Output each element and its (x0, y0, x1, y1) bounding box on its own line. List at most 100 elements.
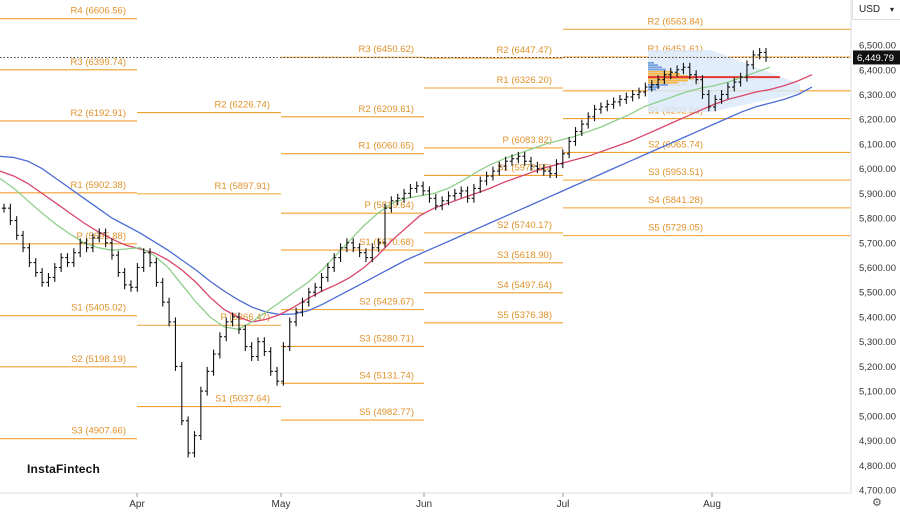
price-tick-label: 4,700.00 (859, 486, 896, 497)
candle (509, 154, 515, 166)
candle (287, 317, 292, 352)
candle (465, 186, 470, 203)
candle (579, 119, 585, 137)
candle (243, 324, 248, 352)
candle (39, 268, 45, 287)
gear-icon[interactable]: ⚙ (872, 497, 882, 509)
candle (433, 193, 438, 211)
candle (573, 127, 578, 146)
candle (351, 238, 356, 253)
candle (554, 159, 559, 179)
price-tick-label: 5,400.00 (859, 312, 896, 323)
candle (751, 50, 756, 70)
candle (90, 233, 96, 253)
price-tick-label: 6,300.00 (859, 90, 896, 101)
candle (249, 342, 254, 361)
price-tick-label: 5,200.00 (859, 362, 896, 373)
pivot-levels: R4 (6606.56) R3 (6399.74) R2 (6192.91) R1 (… (0, 6, 851, 440)
candle (332, 253, 337, 272)
currency-selector[interactable]: USD ▾ (852, 0, 900, 20)
chevron-down-icon: ▾ (889, 5, 894, 14)
month-label: May (272, 499, 291, 510)
price-tick-label: 5,500.00 (859, 288, 896, 299)
candle (605, 99, 610, 112)
volume-bar (648, 68, 666, 71)
candle (319, 272, 324, 292)
candle (312, 282, 318, 297)
candle (713, 94, 718, 112)
candle (192, 431, 197, 458)
candle (27, 243, 32, 268)
candle (490, 166, 496, 181)
candle (281, 342, 286, 386)
candle (325, 263, 331, 282)
moving-average-line (0, 86, 813, 316)
candle (135, 263, 140, 292)
candle (65, 253, 70, 268)
candle (268, 347, 273, 376)
candles (1, 48, 769, 458)
pivot-label: R3 (6450.62) (359, 44, 414, 55)
candle (154, 258, 159, 287)
candle (535, 161, 540, 174)
volume-bar (648, 81, 678, 84)
pivot-label: S1 (5037.64) (215, 394, 270, 405)
candle (700, 75, 705, 99)
candle (547, 166, 553, 179)
candle (52, 263, 57, 282)
price-tick-label: 5,800.00 (859, 214, 896, 225)
last-price-badge (853, 50, 900, 65)
candle (732, 77, 737, 92)
price-axis: 4,700.00 4,800.00 4,900.00 5,000.00 5,100.00… (0, 0, 900, 497)
candle (185, 416, 191, 458)
candle (744, 60, 750, 82)
candle (655, 75, 661, 90)
price-tick-label: 4,900.00 (859, 436, 896, 447)
price-tick-label: 5,000.00 (859, 411, 896, 422)
candle (71, 248, 77, 268)
candle (560, 149, 565, 169)
pivot-label: R1 (6326.20) (497, 75, 552, 86)
volume-bar (648, 75, 688, 77)
candle (719, 90, 724, 104)
candle (459, 186, 464, 198)
price-tick-label: 6,200.00 (859, 115, 896, 126)
candle (541, 164, 546, 176)
brand-logo: InstaFintech (27, 462, 101, 476)
candle (414, 181, 419, 193)
price-tick-label: 6,000.00 (859, 164, 896, 175)
candle (471, 183, 477, 203)
price-axis-bg (851, 0, 900, 493)
candle (128, 280, 134, 292)
pivot-label: S3 (4907.66) (71, 426, 126, 437)
candle (255, 337, 261, 361)
price-tick-label: 6,400.00 (859, 65, 896, 76)
candle (344, 238, 350, 253)
month-label: Apr (129, 499, 145, 510)
candle (376, 238, 381, 253)
candle (217, 332, 223, 359)
pivot-label: S2 (5198.19) (71, 354, 126, 365)
price-tick-label: 5,300.00 (859, 337, 896, 348)
candle (687, 62, 692, 80)
value-area (648, 50, 800, 112)
candle (109, 238, 115, 260)
candle (738, 72, 743, 87)
pivot-label: P (5695.88) (77, 231, 126, 242)
candle (598, 102, 604, 114)
candle (173, 317, 178, 371)
candle (103, 228, 108, 248)
candle (516, 151, 521, 164)
candle (198, 386, 204, 441)
candle (205, 366, 210, 396)
pivot-label: R1 (6451.61) (648, 44, 703, 55)
pivot-label: S3 (5280.71) (359, 333, 414, 344)
candle (674, 65, 680, 77)
candle (8, 203, 13, 226)
pivot-label: S1 (5972.55) (497, 162, 552, 173)
candle (484, 171, 489, 186)
candle (179, 361, 184, 426)
pivot-label: S3 (5618.90) (497, 250, 552, 261)
